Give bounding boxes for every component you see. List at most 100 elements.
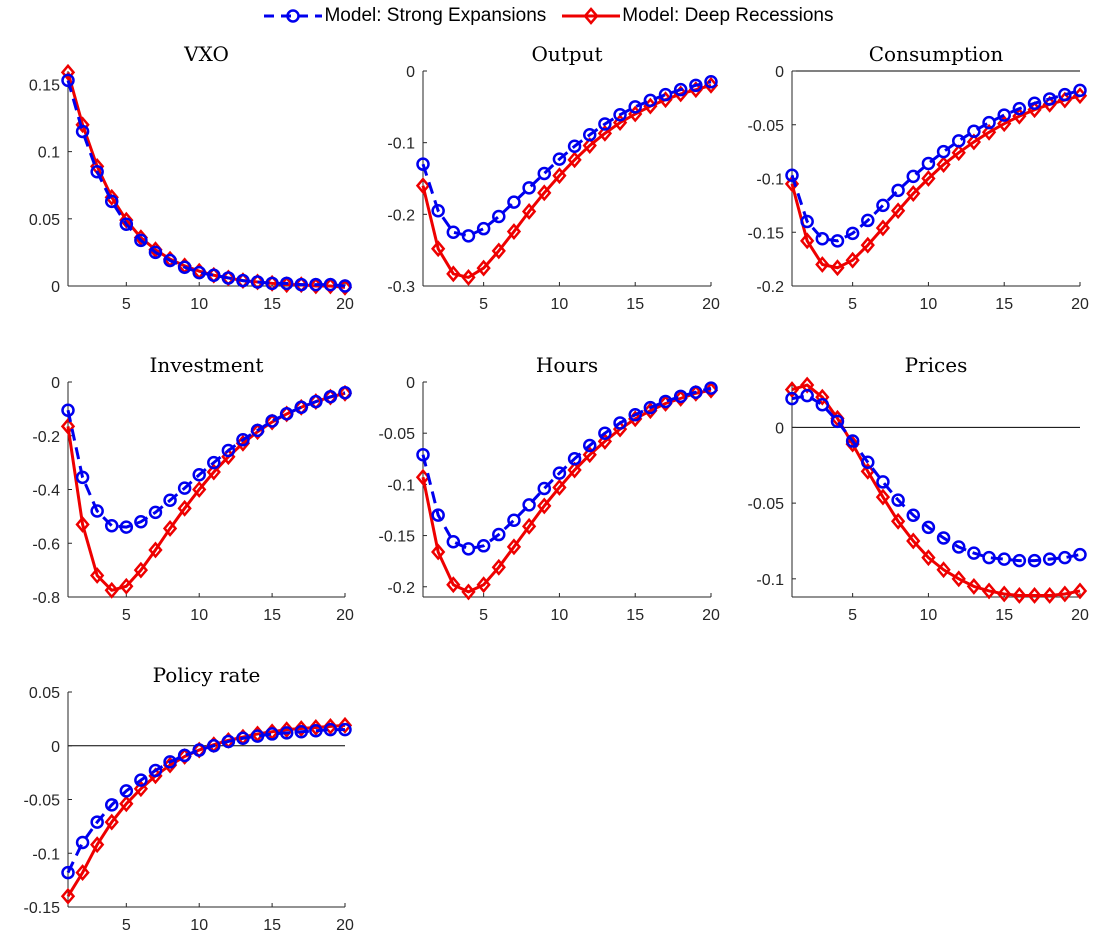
- data-point-model-deep-recessions: [446, 265, 461, 283]
- data-point-model-deep-recessions: [162, 250, 178, 268]
- series-line-model-deep-recessions: [790, 94, 1081, 270]
- data-point-model-strong-expansions: [613, 107, 627, 122]
- x-tick-label: 15: [263, 607, 281, 624]
- data-point-model-deep-recessions: [148, 767, 163, 785]
- x-tick-label: 20: [702, 607, 720, 624]
- data-point-model-strong-expansions: [207, 455, 221, 470]
- data-point-model-deep-recessions: [119, 795, 134, 813]
- data-point-model-strong-expansions: [876, 198, 890, 213]
- data-point-model-strong-expansions: [507, 195, 521, 209]
- data-point-model-deep-recessions: [981, 582, 997, 600]
- data-point-model-strong-expansions: [704, 75, 718, 89]
- data-point-model-deep-recessions: [506, 538, 522, 556]
- y-tick-label: -0.8: [32, 590, 60, 607]
- data-point-model-strong-expansions: [221, 734, 236, 749]
- data-point-model-strong-expansions: [689, 78, 703, 93]
- data-point-model-deep-recessions: [294, 276, 309, 294]
- y-tick-label: 0: [51, 739, 60, 756]
- data-point-model-strong-expansions: [119, 520, 134, 534]
- data-point-model-strong-expansions: [265, 276, 279, 291]
- data-point-model-strong-expansions: [537, 166, 552, 181]
- y-tick-label: -0.15: [748, 225, 785, 242]
- data-point-model-deep-recessions: [279, 276, 294, 294]
- data-point-model-deep-recessions: [597, 432, 613, 450]
- data-point-model-strong-expansions: [522, 181, 536, 195]
- panel-vxo: VXO 0 0.05 0.1 0.15 5 10 15 20: [29, 42, 354, 313]
- y-tick-label: 0: [406, 64, 415, 81]
- data-point-model-strong-expansions: [177, 481, 192, 495]
- data-point-model-deep-recessions: [206, 736, 221, 754]
- y-tick-label: -0.05: [379, 426, 416, 443]
- data-point-model-deep-recessions: [104, 813, 119, 831]
- data-point-model-strong-expansions: [815, 397, 830, 412]
- data-point-model-deep-recessions: [582, 446, 597, 464]
- data-point-model-strong-expansions: [936, 531, 951, 545]
- data-point-model-strong-expansions: [250, 729, 265, 743]
- data-point-model-deep-recessions: [1027, 101, 1042, 119]
- panel-prices: Prices -0.1 -0.05 0 5 10 15 20: [748, 353, 1089, 624]
- x-tick-label: 10: [920, 607, 938, 624]
- data-point-model-strong-expansions: [338, 279, 352, 293]
- data-point-model-strong-expansions: [673, 82, 688, 97]
- panel-hours: Hours -0.2 -0.15 -0.1 -0.05 0 5 10 15 20: [379, 353, 720, 624]
- data-point-model-strong-expansions: [119, 217, 134, 231]
- data-point-model-strong-expansions: [982, 115, 996, 130]
- data-point-model-strong-expansions: [323, 390, 338, 404]
- data-point-model-deep-recessions: [323, 717, 338, 735]
- data-point-model-strong-expansions: [1012, 553, 1027, 568]
- data-point-model-strong-expansions: [1042, 92, 1057, 106]
- data-point-model-deep-recessions: [294, 398, 309, 416]
- data-point-model-deep-recessions: [133, 780, 149, 798]
- data-point-model-strong-expansions: [861, 213, 875, 228]
- data-point-model-deep-recessions: [537, 184, 552, 202]
- data-point-model-strong-expansions: [567, 452, 582, 466]
- data-point-model-deep-recessions: [521, 517, 537, 535]
- data-point-model-strong-expansions: [476, 539, 491, 553]
- data-point-model-deep-recessions: [264, 274, 280, 292]
- data-point-model-strong-expansions: [207, 739, 221, 753]
- x-tick-label: 15: [626, 607, 644, 624]
- data-point-model-deep-recessions: [250, 273, 265, 291]
- data-point-model-deep-recessions: [784, 175, 800, 193]
- data-point-model-strong-expansions: [148, 505, 163, 520]
- legend-swatch-strong-expansions: [264, 9, 323, 23]
- x-tick-label: 15: [626, 296, 644, 313]
- data-point-model-deep-recessions: [337, 278, 353, 296]
- data-point-model-strong-expansions: [476, 221, 491, 236]
- data-point-model-strong-expansions: [492, 527, 506, 542]
- data-point-model-strong-expansions: [628, 100, 642, 114]
- data-point-model-deep-recessions: [235, 272, 251, 290]
- y-tick-label: 0.05: [29, 212, 60, 229]
- data-point-model-deep-recessions: [1057, 585, 1072, 603]
- data-point-model-deep-recessions: [567, 461, 582, 479]
- data-point-model-strong-expansions: [236, 433, 250, 447]
- data-point-model-strong-expansions: [221, 271, 236, 285]
- data-point-model-strong-expansions: [192, 265, 206, 280]
- data-point-model-strong-expansions: [265, 414, 279, 428]
- data-point-model-strong-expansions: [997, 108, 1011, 122]
- data-point-model-deep-recessions: [830, 409, 845, 427]
- data-point-model-deep-recessions: [206, 266, 221, 284]
- panel-title-vxo: VXO: [183, 42, 229, 66]
- data-point-model-deep-recessions: [906, 185, 921, 202]
- data-point-model-strong-expansions: [1042, 552, 1057, 566]
- data-point-model-strong-expansions: [431, 508, 445, 522]
- data-point-model-deep-recessions: [688, 81, 703, 99]
- data-point-model-strong-expansions: [446, 534, 461, 549]
- data-point-model-deep-recessions: [461, 268, 476, 286]
- panel-investment: Investment -0.8 -0.6 -0.4 -0.2 0 5 10 15 20: [32, 353, 354, 624]
- data-point-model-deep-recessions: [133, 561, 149, 579]
- data-point-model-deep-recessions: [431, 240, 446, 258]
- y-tick-label: -0.1: [32, 846, 60, 863]
- data-point-model-strong-expansions: [163, 493, 177, 507]
- data-point-model-strong-expansions: [461, 542, 476, 556]
- data-point-model-deep-recessions: [643, 97, 658, 115]
- data-point-model-deep-recessions: [162, 520, 178, 537]
- x-tick-label: 10: [190, 917, 208, 934]
- data-point-model-deep-recessions: [875, 219, 891, 237]
- data-point-model-strong-expansions: [61, 403, 75, 417]
- data-point-model-deep-recessions: [830, 259, 845, 277]
- data-point-model-strong-expansions: [90, 165, 104, 179]
- data-point-model-deep-recessions: [476, 259, 491, 277]
- data-point-model-deep-recessions: [875, 488, 891, 506]
